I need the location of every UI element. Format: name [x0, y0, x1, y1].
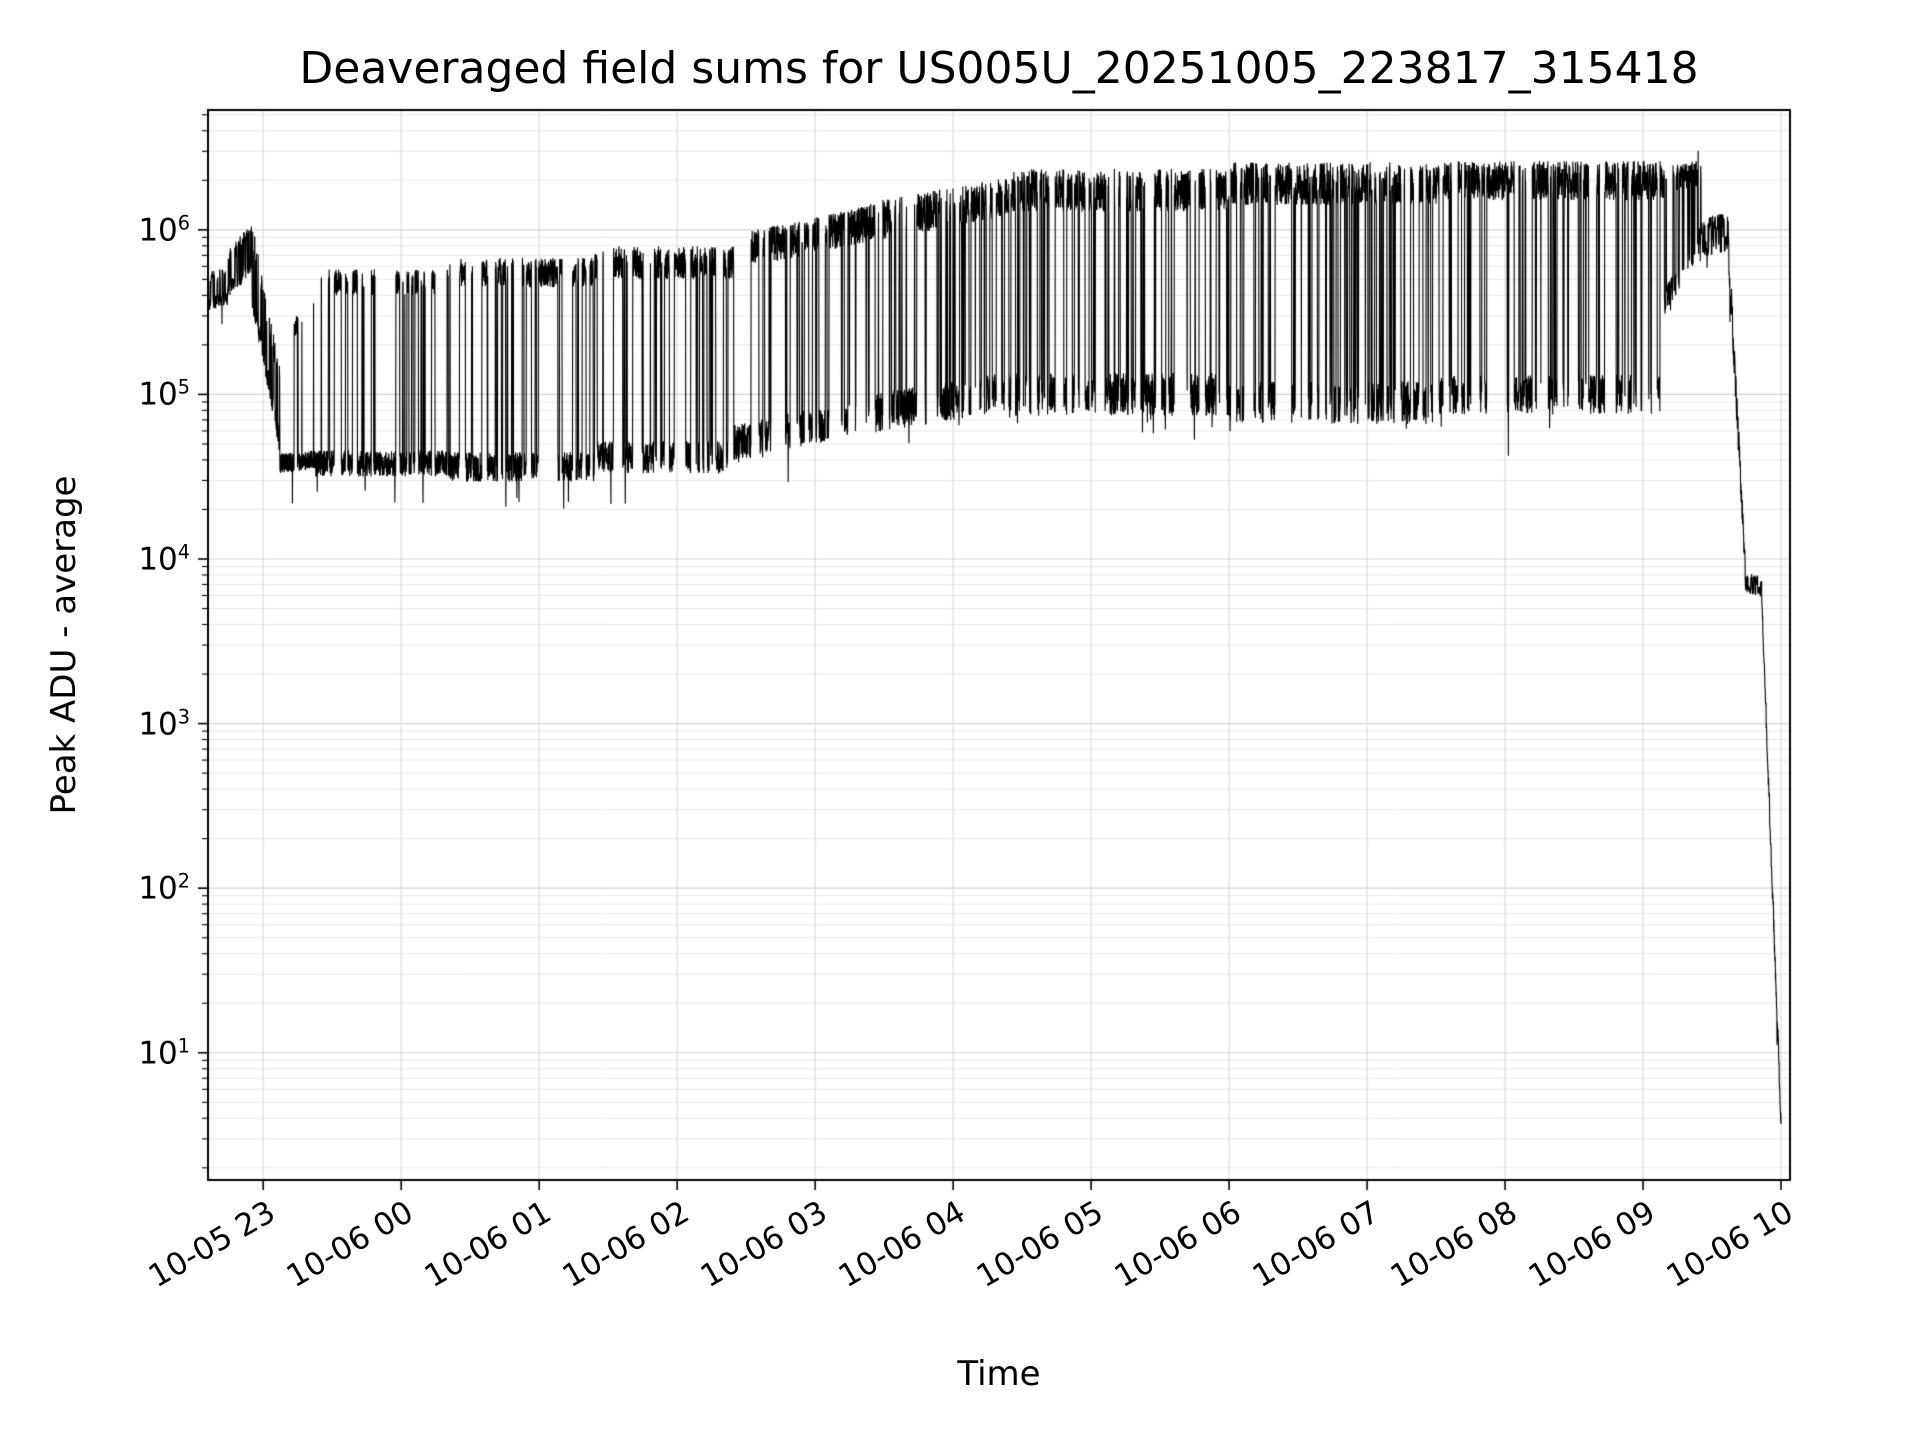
y-tick-label: 101: [138, 1034, 190, 1072]
chart-title: Deaveraged field sums for US005U_2025100…: [299, 43, 1699, 94]
y-tick-label: 106: [138, 211, 190, 249]
y-tick-label: 105: [138, 375, 190, 414]
y-tick-label: 102: [138, 869, 190, 907]
y-axis-label: Peak ADU - average: [44, 475, 84, 815]
x-axis-label: Time: [957, 1354, 1041, 1394]
y-tick-label: 104: [138, 540, 190, 578]
y-tick-label: 103: [138, 704, 190, 743]
